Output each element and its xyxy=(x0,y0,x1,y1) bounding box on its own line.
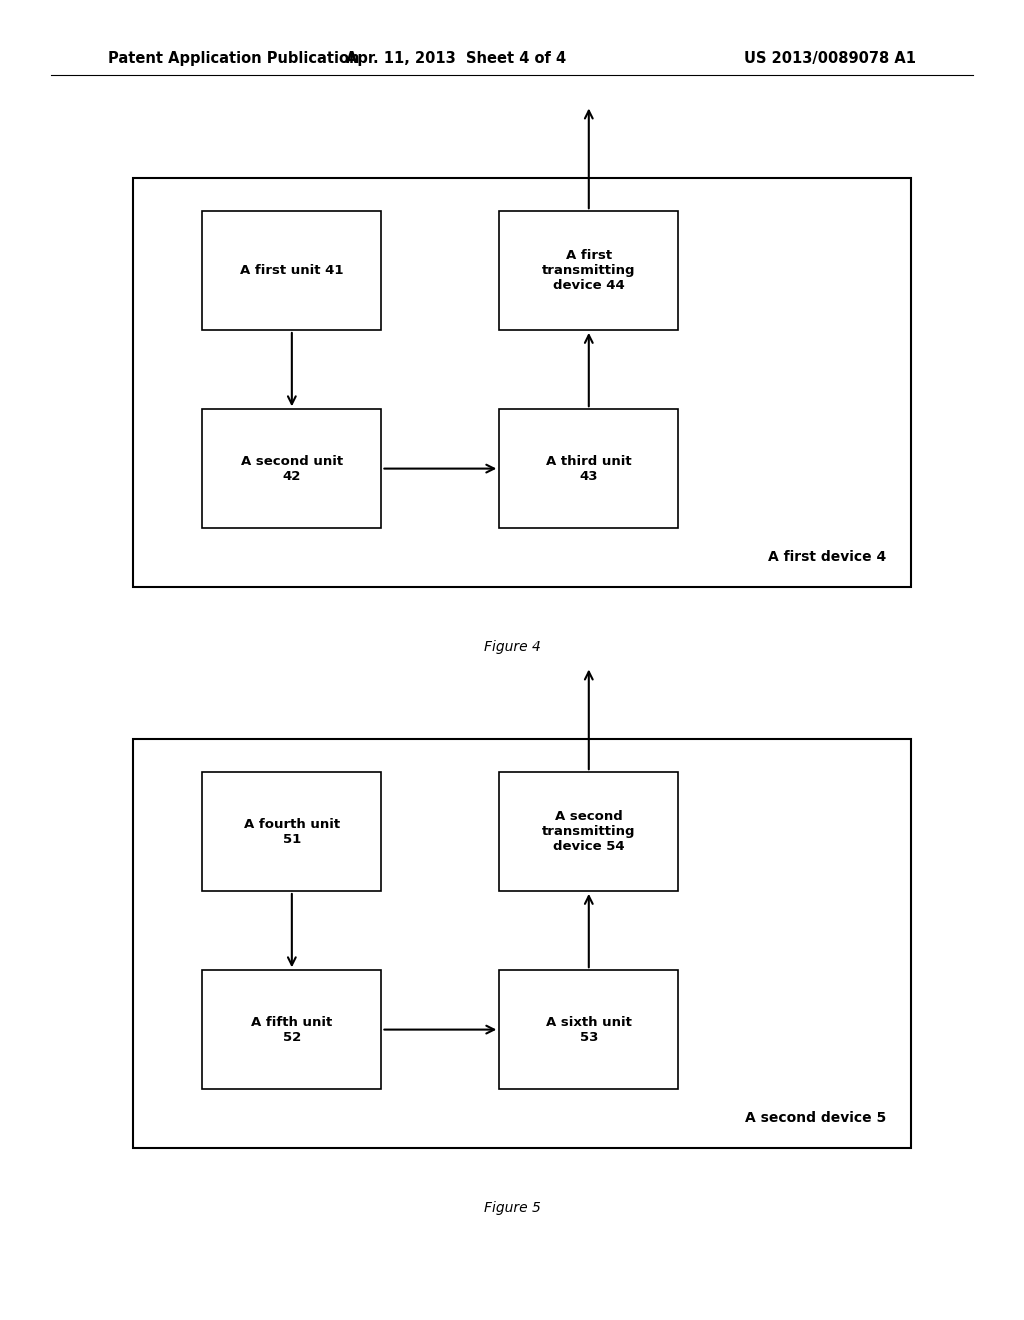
Bar xyxy=(499,772,678,891)
Text: US 2013/0089078 A1: US 2013/0089078 A1 xyxy=(744,50,916,66)
Text: Apr. 11, 2013  Sheet 4 of 4: Apr. 11, 2013 Sheet 4 of 4 xyxy=(346,50,565,66)
Bar xyxy=(133,178,911,587)
Text: A second device 5: A second device 5 xyxy=(744,1110,886,1125)
Bar xyxy=(202,211,381,330)
Bar xyxy=(202,772,381,891)
Bar xyxy=(202,409,381,528)
Text: A first device 4: A first device 4 xyxy=(768,549,886,564)
Text: A first unit 41: A first unit 41 xyxy=(240,264,344,277)
Text: A fifth unit
52: A fifth unit 52 xyxy=(251,1015,333,1044)
Bar xyxy=(499,409,678,528)
Text: Figure 5: Figure 5 xyxy=(483,1201,541,1216)
Bar xyxy=(499,970,678,1089)
Text: A second unit
42: A second unit 42 xyxy=(241,454,343,483)
Text: Figure 4: Figure 4 xyxy=(483,640,541,655)
Bar xyxy=(133,739,911,1148)
Bar xyxy=(202,970,381,1089)
Text: A first
transmitting
device 44: A first transmitting device 44 xyxy=(542,249,636,292)
Bar xyxy=(499,211,678,330)
Text: A sixth unit
53: A sixth unit 53 xyxy=(546,1015,632,1044)
Text: A second
transmitting
device 54: A second transmitting device 54 xyxy=(542,810,636,853)
Text: A fourth unit
51: A fourth unit 51 xyxy=(244,817,340,846)
Text: Patent Application Publication: Patent Application Publication xyxy=(108,50,359,66)
Text: A third unit
43: A third unit 43 xyxy=(546,454,632,483)
